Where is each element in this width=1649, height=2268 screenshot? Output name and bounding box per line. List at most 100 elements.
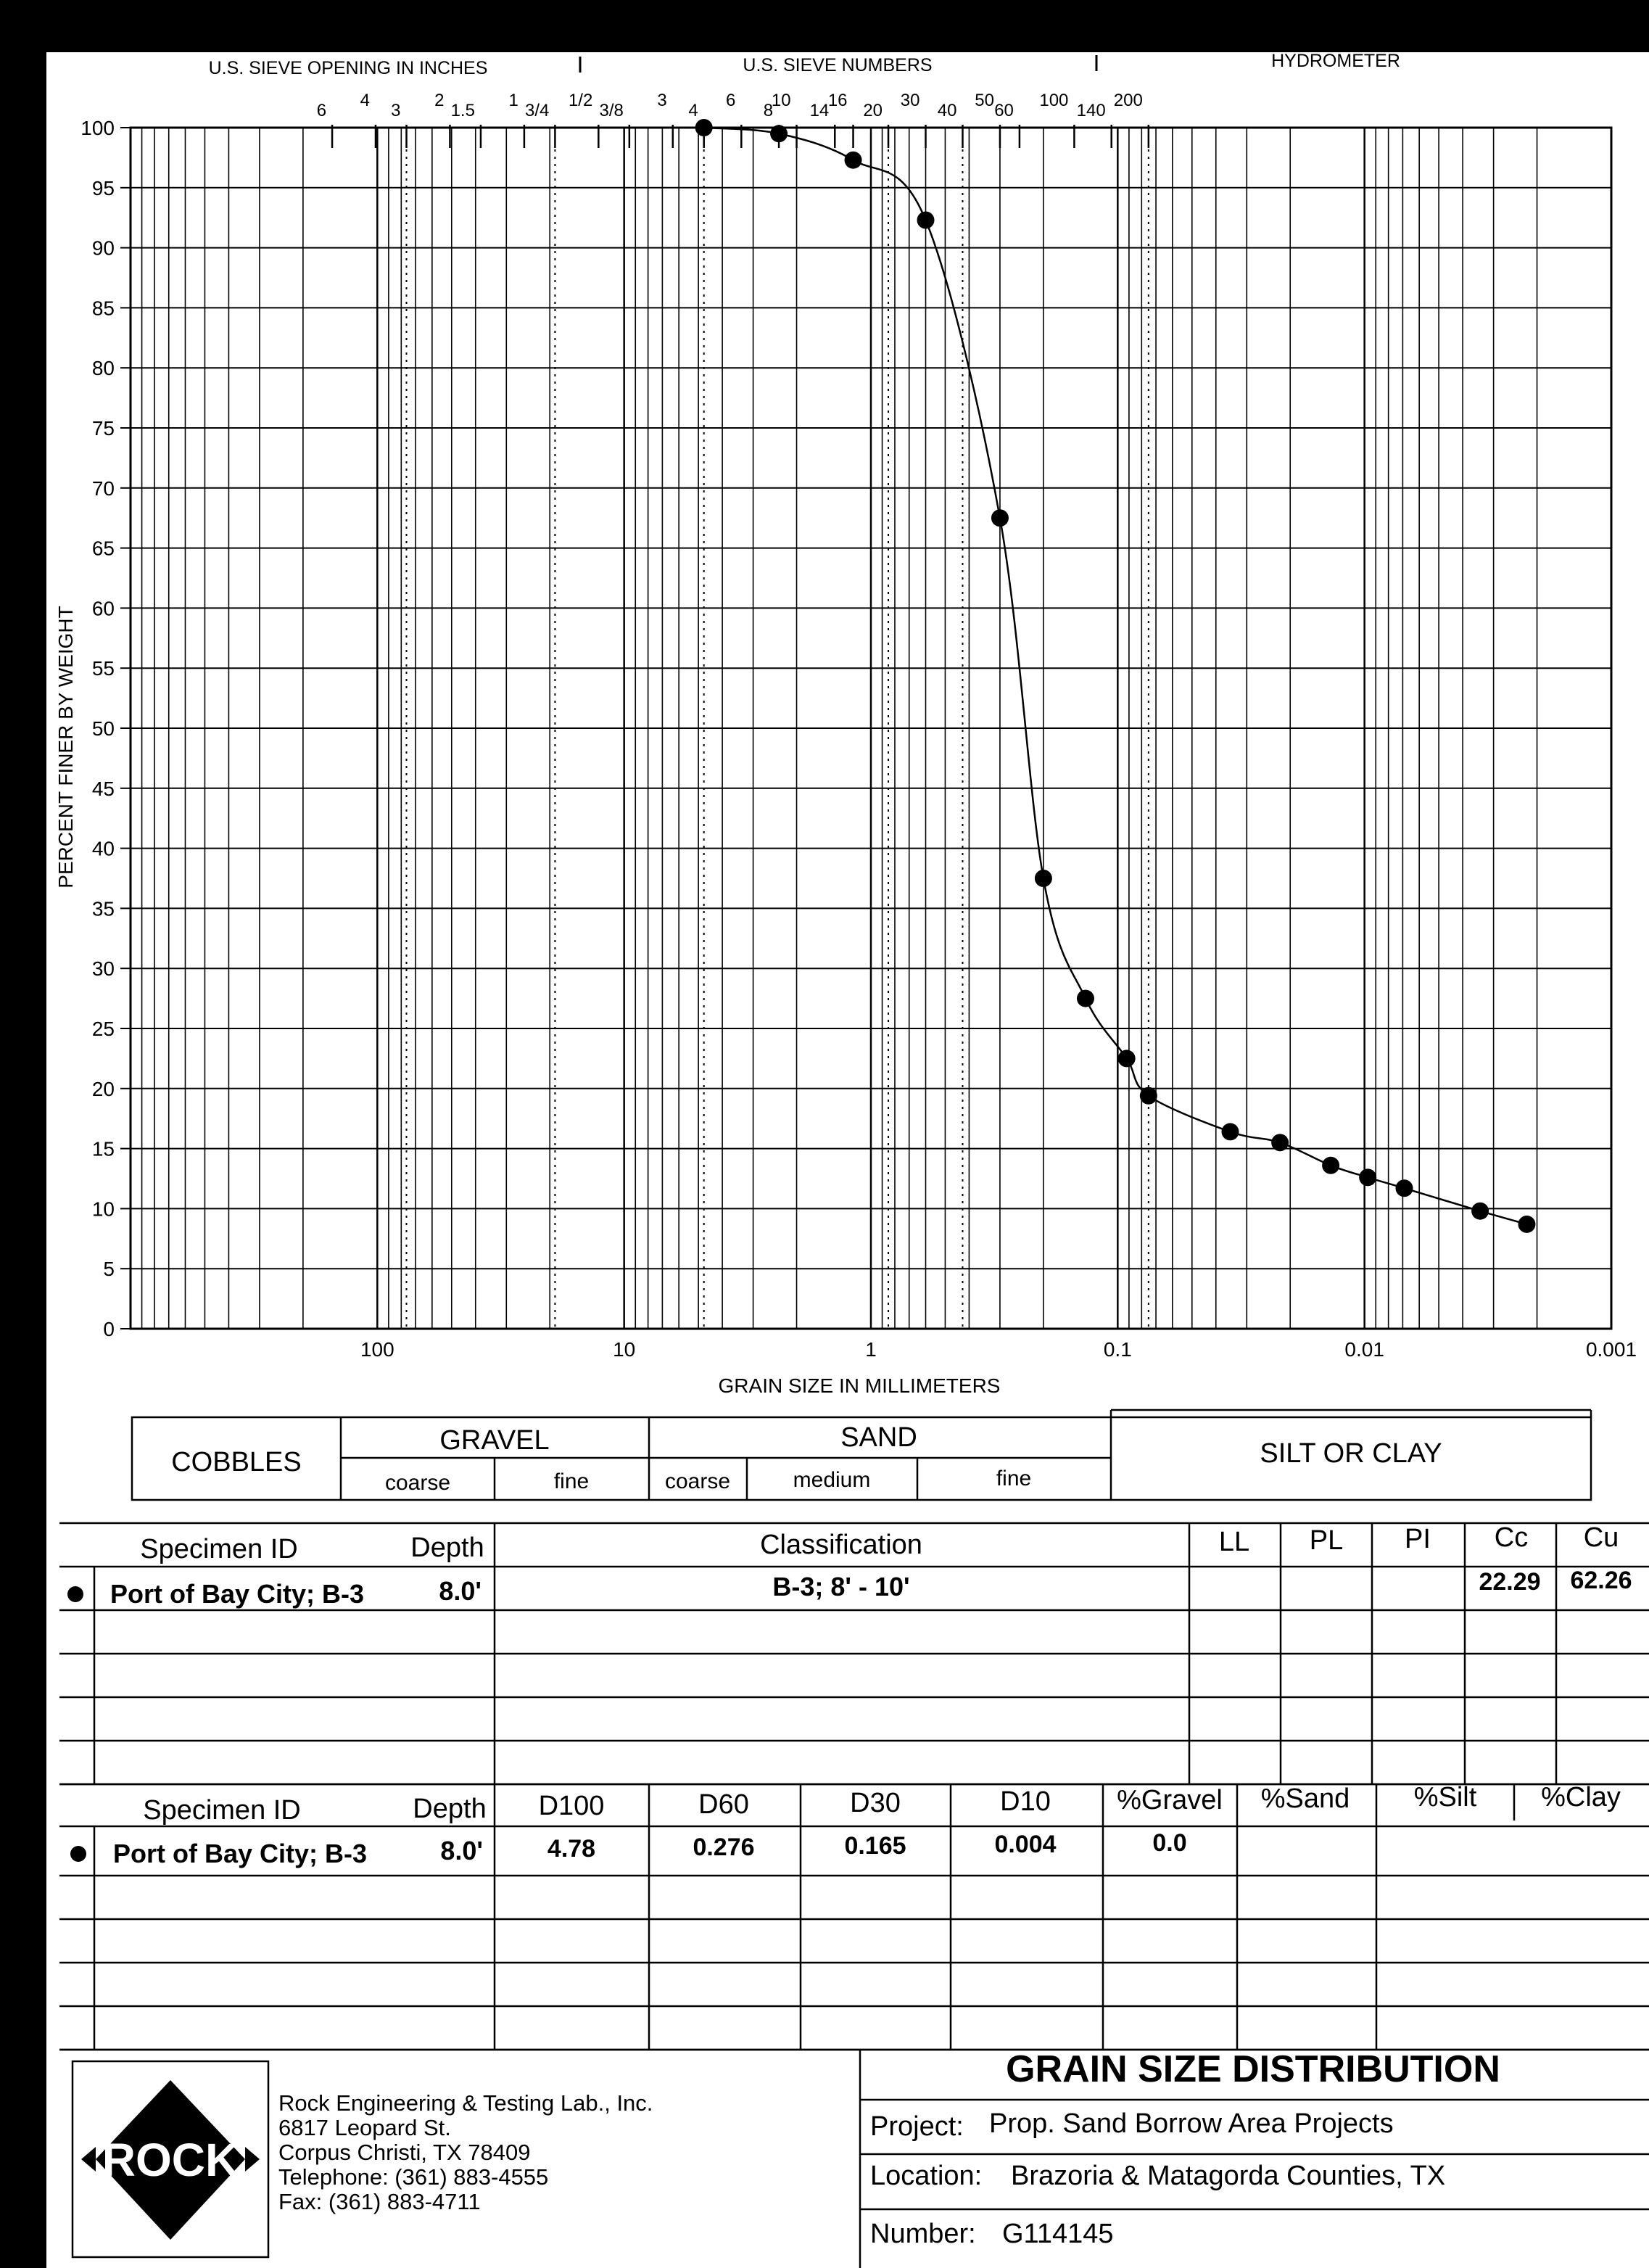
y-tick-label: 100 (80, 117, 115, 139)
sieve-label: 20 (863, 101, 883, 120)
data-point (991, 509, 1009, 527)
y-tick-label: 60 (92, 597, 115, 619)
company-name: Rock Engineering & Testing Lab., Inc. (278, 2090, 653, 2116)
t1-row-marker (67, 1586, 83, 1602)
logo-text: ROCK (102, 2134, 239, 2186)
data-point (844, 151, 862, 169)
y-tick-label: 20 (92, 1078, 115, 1100)
y-tick-label: 65 (92, 537, 115, 560)
t1-header-pi: PI (1405, 1524, 1431, 1554)
sieve-label: 1/2 (569, 91, 592, 110)
sieve-label: 10 (772, 91, 791, 110)
t1-cu: 62.26 (1570, 1567, 1632, 1594)
sieve-label: 50 (975, 91, 994, 110)
x-tick-label: 1 (865, 1338, 877, 1361)
t2-header-d60: D60 (698, 1789, 749, 1820)
data-point (1359, 1168, 1377, 1187)
gravel-fine-label: fine (554, 1469, 589, 1493)
data-point (1271, 1134, 1289, 1152)
x-tick-label: 0.01 (1344, 1338, 1384, 1361)
y-tick-label: 30 (92, 957, 115, 980)
data-point (1322, 1156, 1340, 1174)
sieve-label: 140 (1077, 101, 1106, 120)
y-tick-label: 80 (92, 357, 115, 379)
x-tick-label: 0.1 (1104, 1338, 1132, 1361)
data-point (1221, 1123, 1239, 1141)
x-tick-label: 100 (360, 1338, 394, 1361)
t2-header-gravel: %Gravel (1117, 1785, 1223, 1815)
t2-header-d100: D100 (539, 1791, 605, 1821)
project-value: Prop. Sand Borrow Area Projects (989, 2108, 1394, 2139)
x-tick-label: 0.001 (1586, 1338, 1637, 1361)
x-tick-label: 10 (613, 1338, 635, 1361)
data-point (1518, 1215, 1536, 1233)
sieve-label: 2 (434, 91, 444, 110)
logo-left-arrow (81, 2147, 96, 2172)
footer-frame (59, 2048, 1649, 2268)
data-points (695, 119, 1536, 1233)
y-axis-label: PERCENT FINER BY WEIGHT (54, 606, 77, 888)
location-value: Brazoria & Matagorda Counties, TX (1011, 2161, 1445, 2191)
data-point (1395, 1179, 1413, 1197)
t2-header-clay: %Clay (1541, 1782, 1621, 1813)
t1-cc: 22.29 (1479, 1568, 1540, 1596)
data-point (770, 125, 788, 143)
sieve-label: 6 (726, 91, 735, 110)
sand-medium-label: medium (793, 1468, 871, 1492)
number-value: G114145 (1002, 2219, 1114, 2249)
data-point (917, 211, 935, 229)
t1-header-ll: LL (1219, 1527, 1249, 1557)
soil-classification-bar (131, 1409, 1592, 1501)
sieve-label: 1 (509, 91, 518, 110)
sieve-label: 14 (810, 101, 830, 120)
data-point (1076, 989, 1094, 1007)
y-tick-label: 75 (92, 417, 115, 440)
data-point (1139, 1086, 1157, 1105)
sieve-label: 8 (764, 101, 773, 120)
y-tick-label: 95 (92, 177, 115, 199)
sieve-label: 1.5 (451, 101, 475, 120)
y-tick-label: 55 (92, 657, 115, 680)
x-tick-labels: 100 10 1 0.1 0.01 0.001 (360, 1338, 1637, 1361)
t2-d30: 0.165 (844, 1832, 906, 1860)
y-tick-label: 70 (92, 477, 115, 500)
inches-header: U.S. SIEVE OPENING IN INCHES (209, 58, 488, 78)
sieve-label: 200 (1114, 91, 1143, 110)
t1-specimen: Port of Bay City; B-3 (110, 1579, 364, 1609)
y-tick-label: 40 (92, 838, 115, 860)
sieve-label: 3 (657, 91, 666, 110)
sieve-label: 6 (317, 101, 326, 120)
t2-header-d10: D10 (1000, 1786, 1051, 1817)
sieve-markers (405, 128, 1149, 1329)
t2-d60: 0.276 (693, 1834, 754, 1861)
sieve-label: 3/4 (525, 101, 549, 120)
t2-depth: 8.0' (440, 1836, 483, 1865)
y-tick-label: 85 (92, 297, 115, 319)
t2-d10: 0.004 (994, 1831, 1056, 1858)
y-tick-label: 25 (92, 1018, 115, 1040)
sieve-label: 3 (391, 101, 400, 120)
company-street: 6817 Leopard St. (278, 2115, 451, 2140)
sand-fine-label: fine (996, 1467, 1031, 1490)
atterberg-table (59, 1522, 1649, 1786)
silt-clay-label: SILT OR CLAY (1260, 1438, 1442, 1469)
y-tick-label: 35 (92, 897, 115, 920)
t2-header-silt: %Silt (1414, 1782, 1477, 1813)
y-tick-label: 90 (92, 237, 115, 260)
report-paper (46, 52, 1649, 2268)
rock-logo: ROCK (81, 2080, 260, 2240)
t2-header-depth: Depth (413, 1794, 486, 1824)
sieve-label: 16 (828, 91, 848, 110)
logo-diamond (96, 2080, 245, 2240)
gravel-label: GRAVEL (439, 1425, 549, 1456)
t2-row-marker (70, 1846, 86, 1862)
t2-d100: 4.78 (547, 1835, 595, 1863)
y-tick-label: 0 (103, 1318, 115, 1340)
numbers-header: U.S. SIEVE NUMBERS (743, 55, 932, 75)
y-tick-label: 45 (92, 778, 115, 800)
sieve-label: 100 (1039, 91, 1068, 110)
grain-size-chart: 64321.513/41/23/834681014162030405060100… (54, 55, 1637, 1397)
number-label: Number: (870, 2219, 976, 2249)
project-label: Project: (870, 2111, 964, 2142)
